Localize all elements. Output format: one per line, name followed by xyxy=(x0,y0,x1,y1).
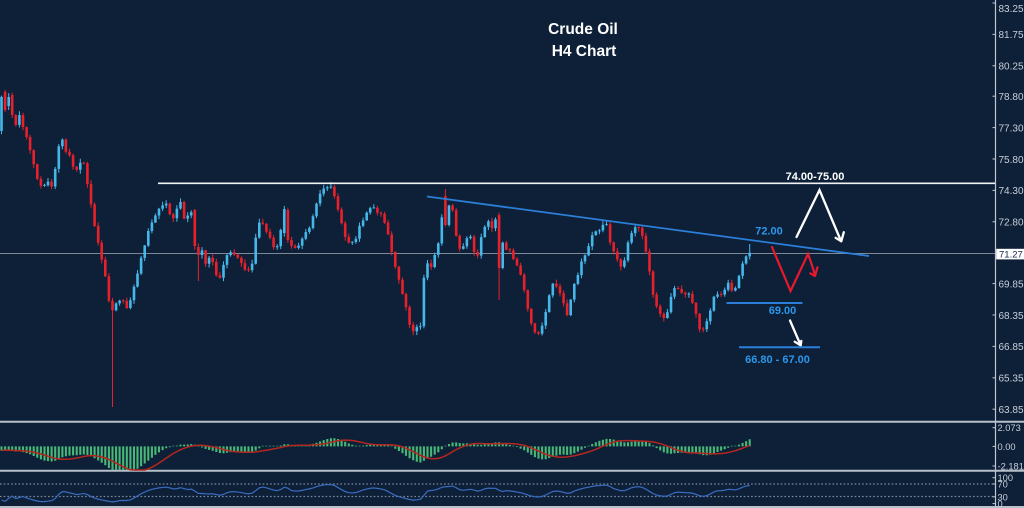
svg-text:68.35: 68.35 xyxy=(999,311,1024,322)
svg-text:65.35: 65.35 xyxy=(999,374,1024,385)
svg-text:80.25: 80.25 xyxy=(999,62,1024,73)
svg-text:Crude Oil: Crude Oil xyxy=(548,21,618,38)
svg-text:69.00: 69.00 xyxy=(769,305,797,317)
svg-text:-2.181: -2.181 xyxy=(998,462,1024,472)
svg-text:75.80: 75.80 xyxy=(999,155,1024,166)
svg-text:74.30: 74.30 xyxy=(999,186,1024,197)
svg-text:71.27: 71.27 xyxy=(999,250,1023,261)
svg-text:100: 100 xyxy=(998,473,1014,483)
svg-text:66.85: 66.85 xyxy=(999,342,1024,353)
svg-text:72.80: 72.80 xyxy=(999,218,1024,229)
svg-text:78.80: 78.80 xyxy=(999,92,1024,103)
svg-text:0.00: 0.00 xyxy=(998,442,1016,452)
svg-text:74.00-75.00: 74.00-75.00 xyxy=(786,171,845,183)
svg-text:2.073: 2.073 xyxy=(998,423,1021,433)
svg-text:69.85: 69.85 xyxy=(999,279,1024,290)
svg-text:66.80 - 67.00: 66.80 - 67.00 xyxy=(745,354,810,366)
svg-text:63.85: 63.85 xyxy=(999,405,1024,416)
svg-text:H4 Chart: H4 Chart xyxy=(552,43,617,60)
svg-text:77.30: 77.30 xyxy=(999,123,1024,134)
svg-text:0: 0 xyxy=(998,499,1003,508)
svg-text:83.25: 83.25 xyxy=(999,4,1024,15)
svg-text:72.00: 72.00 xyxy=(755,226,783,238)
svg-text:70: 70 xyxy=(998,480,1008,490)
svg-text:30: 30 xyxy=(998,492,1008,502)
svg-text:81.75: 81.75 xyxy=(999,30,1024,41)
